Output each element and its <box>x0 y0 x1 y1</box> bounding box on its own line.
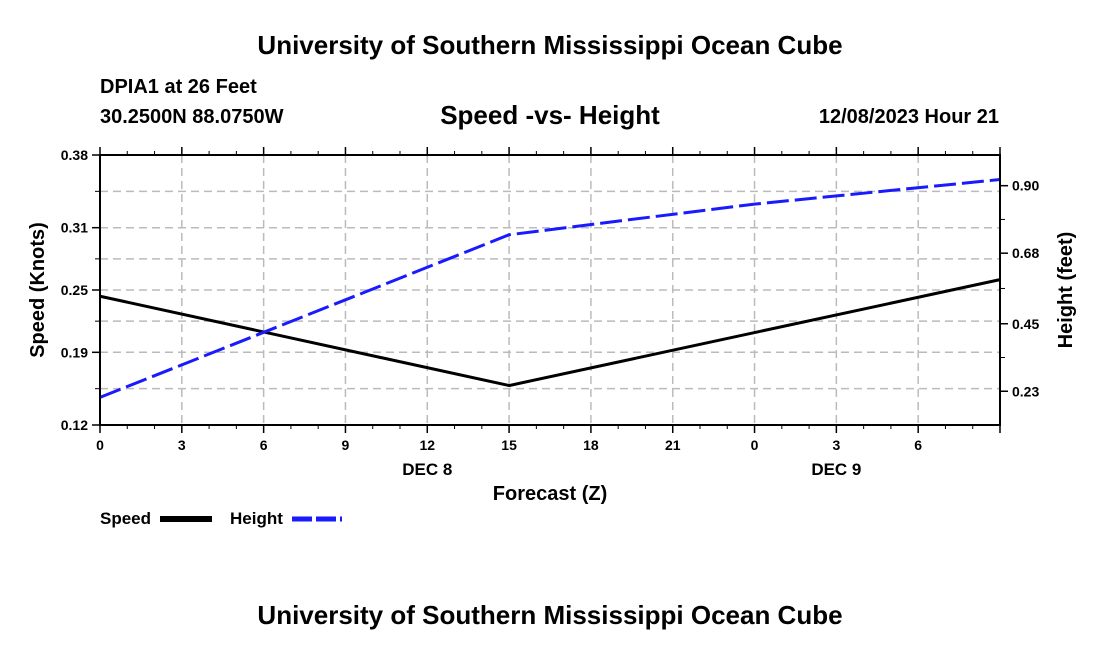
y-axis-title: Speed (Knots) <box>27 222 49 358</box>
footer-title: University of Southern Mississippi Ocean… <box>257 600 843 630</box>
y-tick-label: 0.31 <box>61 220 88 236</box>
legend-height-label: Height <box>230 509 283 528</box>
y2-tick-label: 0.68 <box>1012 245 1039 261</box>
day-label: DEC 9 <box>811 460 861 479</box>
speed-height-chart: 0 3 6 9 12 15 18 21 0 3 6 DEC 8 DEC 9 0.12 0.19 0.25 0.3… <box>27 147 1077 528</box>
plot-frame <box>99 154 1001 426</box>
x-tick-label: 3 <box>832 437 840 453</box>
x-tick-label: 3 <box>178 437 186 453</box>
x-axis-title: Forecast (Z) <box>493 483 607 505</box>
x-tick-label: 21 <box>665 437 681 453</box>
x-tick-label: 18 <box>583 437 599 453</box>
x-tick-label: 0 <box>751 437 759 453</box>
forecast-datestamp: 12/08/2023 Hour 21 <box>818 106 999 128</box>
x-tick-label: 12 <box>419 437 435 453</box>
y2-axis-title: Height (feet) <box>1055 232 1077 349</box>
y-tick-label: 0.12 <box>61 417 88 433</box>
y-tick-label: 0.25 <box>61 282 88 298</box>
x-tick-label: 6 <box>260 437 268 453</box>
chart-title: Speed -vs- Height <box>440 100 660 130</box>
x-tick-label: 15 <box>501 437 517 453</box>
tick-labels: 0 3 6 9 12 15 18 21 0 3 6 DEC 8 DEC 9 0.12 0.19 0.25 0.3… <box>61 147 1040 479</box>
legend-speed-label: Speed <box>100 509 151 528</box>
x-tick-label: 0 <box>96 437 104 453</box>
y-tick-label: 0.19 <box>61 344 88 360</box>
station-label: DPIA1 at 26 Feet <box>100 76 257 98</box>
y2-tick-label: 0.45 <box>1012 316 1039 332</box>
y2-tick-label: 0.90 <box>1012 178 1039 194</box>
x-tick-label: 6 <box>914 437 922 453</box>
day-label: DEC 8 <box>402 460 452 479</box>
x-tick-label: 9 <box>342 437 350 453</box>
speed-line <box>99 278 1001 388</box>
axis-ticks <box>92 147 1008 433</box>
main-title: University of Southern Mississippi Ocean… <box>257 30 843 60</box>
station-coordinates: 30.2500N 88.0750W <box>100 106 284 128</box>
y2-tick-label: 0.23 <box>1012 383 1039 399</box>
legend: Speed Height <box>100 509 342 528</box>
grid <box>100 155 1000 425</box>
series <box>99 178 1001 399</box>
y-tick-label: 0.38 <box>61 147 88 163</box>
height-line <box>99 178 1001 399</box>
